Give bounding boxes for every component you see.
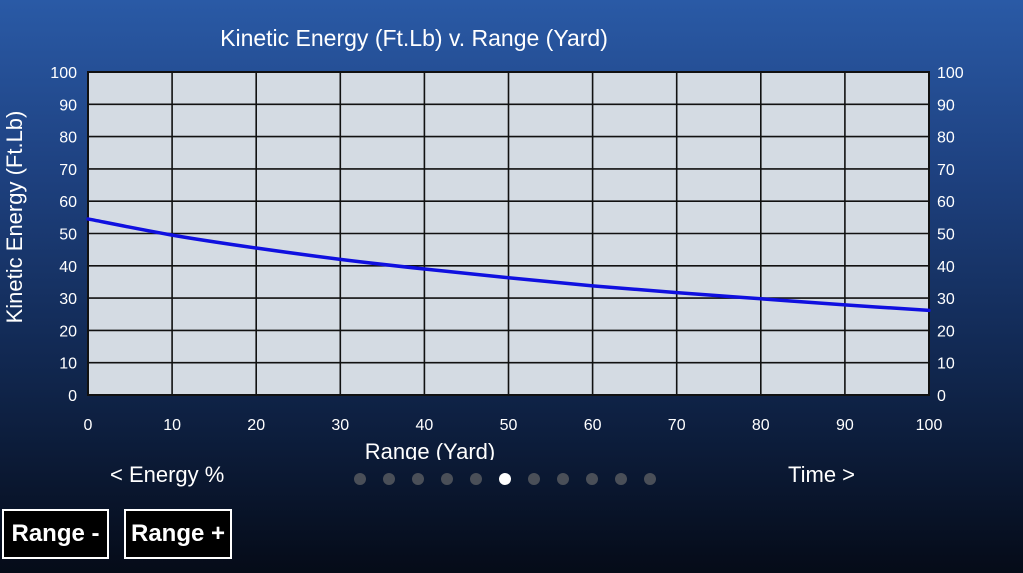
- page-dot[interactable]: [441, 473, 453, 485]
- y-tick-label-left: 70: [59, 162, 77, 179]
- x-tick-label: 0: [84, 417, 93, 434]
- chart-title: Kinetic Energy (Ft.Lb) v. Range (Yard): [220, 25, 608, 51]
- y-tick-label-right: 50: [937, 227, 955, 244]
- x-axis-label: Range (Yard): [365, 439, 495, 460]
- time-nav-link[interactable]: Time >: [788, 462, 856, 487]
- plot-border: [87, 71, 930, 396]
- page-dot[interactable]: [470, 473, 482, 485]
- y-tick-label-right: 10: [937, 356, 955, 373]
- energy-range-chart: Kinetic Energy (Ft.Lb) v. Range (Yard) 0 1…: [2, 25, 964, 460]
- energy-series-line: [86, 217, 931, 313]
- page-dot[interactable]: [557, 473, 569, 485]
- page-dot[interactable]: [412, 473, 424, 485]
- range-plus-button[interactable]: Range +: [124, 509, 232, 559]
- x-tick-label: 80: [752, 417, 770, 434]
- y-tick-label-left: 100: [50, 65, 77, 82]
- page-dot[interactable]: [383, 473, 395, 485]
- x-tick-label: 70: [668, 417, 686, 434]
- y-tick-label-right: 80: [937, 130, 955, 147]
- y-tick-label-left: 20: [59, 323, 77, 340]
- y-tick-label-left: 30: [59, 291, 77, 308]
- y-tick-label-left: 50: [59, 227, 77, 244]
- page-dot[interactable]: [586, 473, 598, 485]
- x-tick-label: 90: [836, 417, 854, 434]
- y-tick-label-left: 0: [68, 388, 77, 405]
- y-tick-label-right: 60: [937, 194, 955, 211]
- page-dot[interactable]: [354, 473, 366, 485]
- page-dot-active[interactable]: [499, 473, 511, 485]
- x-tick-label: 20: [247, 417, 265, 434]
- energy-percent-nav-link[interactable]: < Energy %: [110, 462, 225, 487]
- y-tick-label-left: 10: [59, 356, 77, 373]
- y-tick-label-right: 0: [937, 388, 946, 405]
- y-tick-label-right: 100: [937, 65, 964, 82]
- page-indicator[interactable]: [354, 472, 656, 486]
- y-tick-label-left: 60: [59, 194, 77, 211]
- y-tick-label-right: 20: [937, 323, 955, 340]
- y-tick-label-left: 40: [59, 259, 77, 276]
- y-tick-label-left: 80: [59, 130, 77, 147]
- page-dot[interactable]: [644, 473, 656, 485]
- y-tick-label-right: 30: [937, 291, 955, 308]
- y-tick-label-right: 70: [937, 162, 955, 179]
- y-tick-label-right: 40: [937, 259, 955, 276]
- y-tick-label-left: 90: [59, 97, 77, 114]
- range-minus-button[interactable]: Range -: [2, 509, 109, 559]
- y-tick-label-right: 90: [937, 97, 955, 114]
- x-tick-label: 10: [163, 417, 181, 434]
- page-dot[interactable]: [528, 473, 540, 485]
- x-tick-label: 100: [916, 417, 943, 434]
- x-tick-label: 60: [584, 417, 602, 434]
- y-axis-label: Kinetic Energy (Ft.Lb): [2, 111, 27, 324]
- page-dot[interactable]: [615, 473, 627, 485]
- x-tick-label: 50: [500, 417, 518, 434]
- x-tick-label: 40: [416, 417, 434, 434]
- x-tick-label: 30: [331, 417, 349, 434]
